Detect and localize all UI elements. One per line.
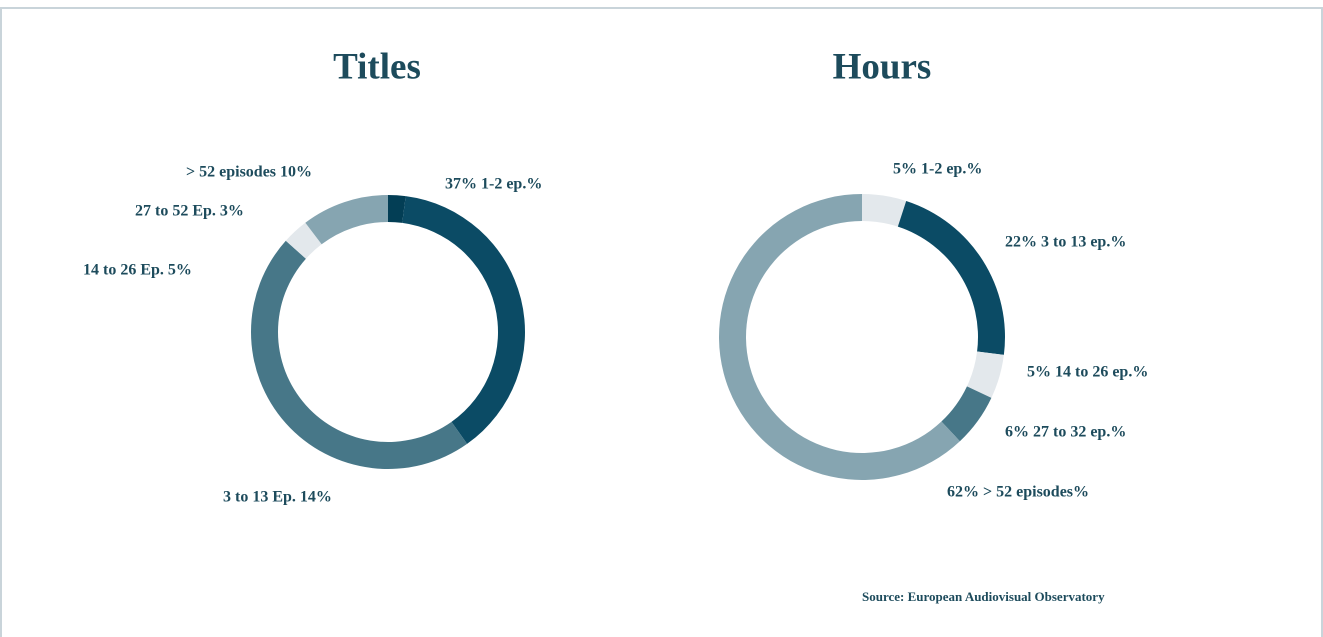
- frame: [0, 7, 1323, 637]
- segment-label: 27 to 52 Ep. 3%: [135, 203, 244, 220]
- segment-label: 62% > 52 episodes%: [947, 484, 1089, 501]
- donut-segment: [966, 351, 1004, 398]
- segment-label: 22% 3 to 13 ep.%: [1005, 234, 1126, 251]
- segment-label: 3 to 13 Ep. 14%: [223, 489, 332, 506]
- donut-segment: [897, 200, 1005, 355]
- segment-label: > 52 episodes 10%: [186, 164, 312, 181]
- donut-segment: [305, 195, 388, 245]
- source: Source: European Audiovisual Observatory: [862, 589, 1105, 604]
- donut-segment: [285, 222, 322, 259]
- donut-segment: [862, 194, 907, 227]
- donut-segment: [388, 195, 406, 223]
- donut-segment: [941, 386, 992, 442]
- chart-title: Titles: [333, 46, 421, 87]
- segment-label: 37% 1-2 ep.%: [445, 176, 542, 193]
- segment-label: 6% 27 to 32 ep.%: [1005, 424, 1126, 441]
- segment-label: 5% 1-2 ep.%: [893, 161, 982, 178]
- segment-label: 5% 14 to 26 ep.%: [1027, 364, 1148, 381]
- donut-segment: [719, 194, 960, 481]
- donut-segment: [402, 196, 525, 444]
- chart-title: Hours: [833, 46, 932, 87]
- segment-label: 14 to 26 Ep. 5%: [83, 262, 192, 279]
- donut-segment: [250, 240, 468, 469]
